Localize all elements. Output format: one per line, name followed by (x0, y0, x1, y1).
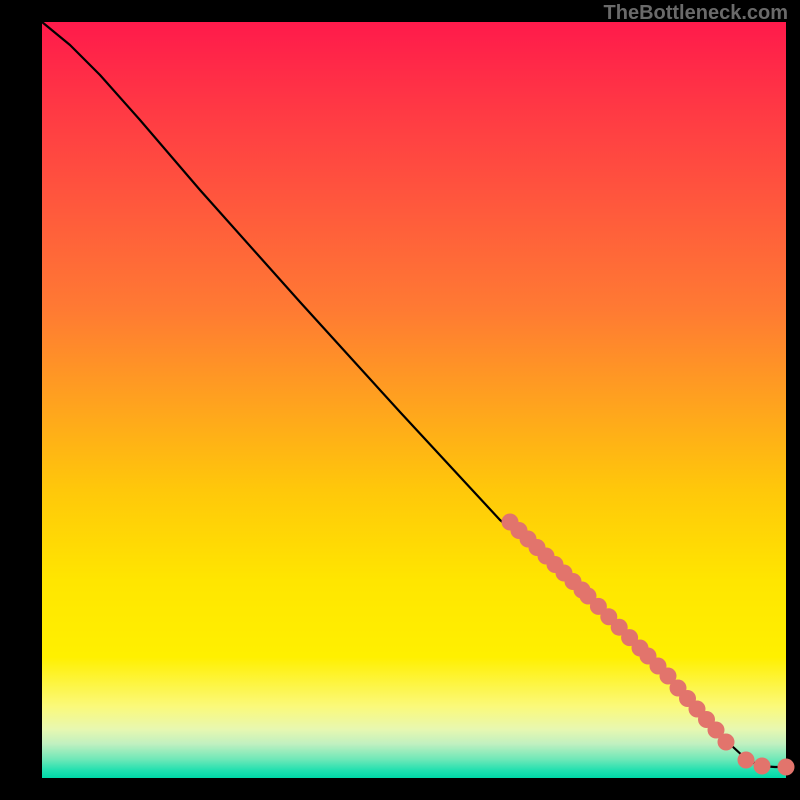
bottleneck-chart (0, 0, 800, 800)
data-marker (754, 758, 771, 775)
data-marker (738, 752, 755, 769)
data-marker (778, 759, 795, 776)
watermark-text: TheBottleneck.com (604, 2, 788, 25)
data-marker (718, 734, 735, 751)
